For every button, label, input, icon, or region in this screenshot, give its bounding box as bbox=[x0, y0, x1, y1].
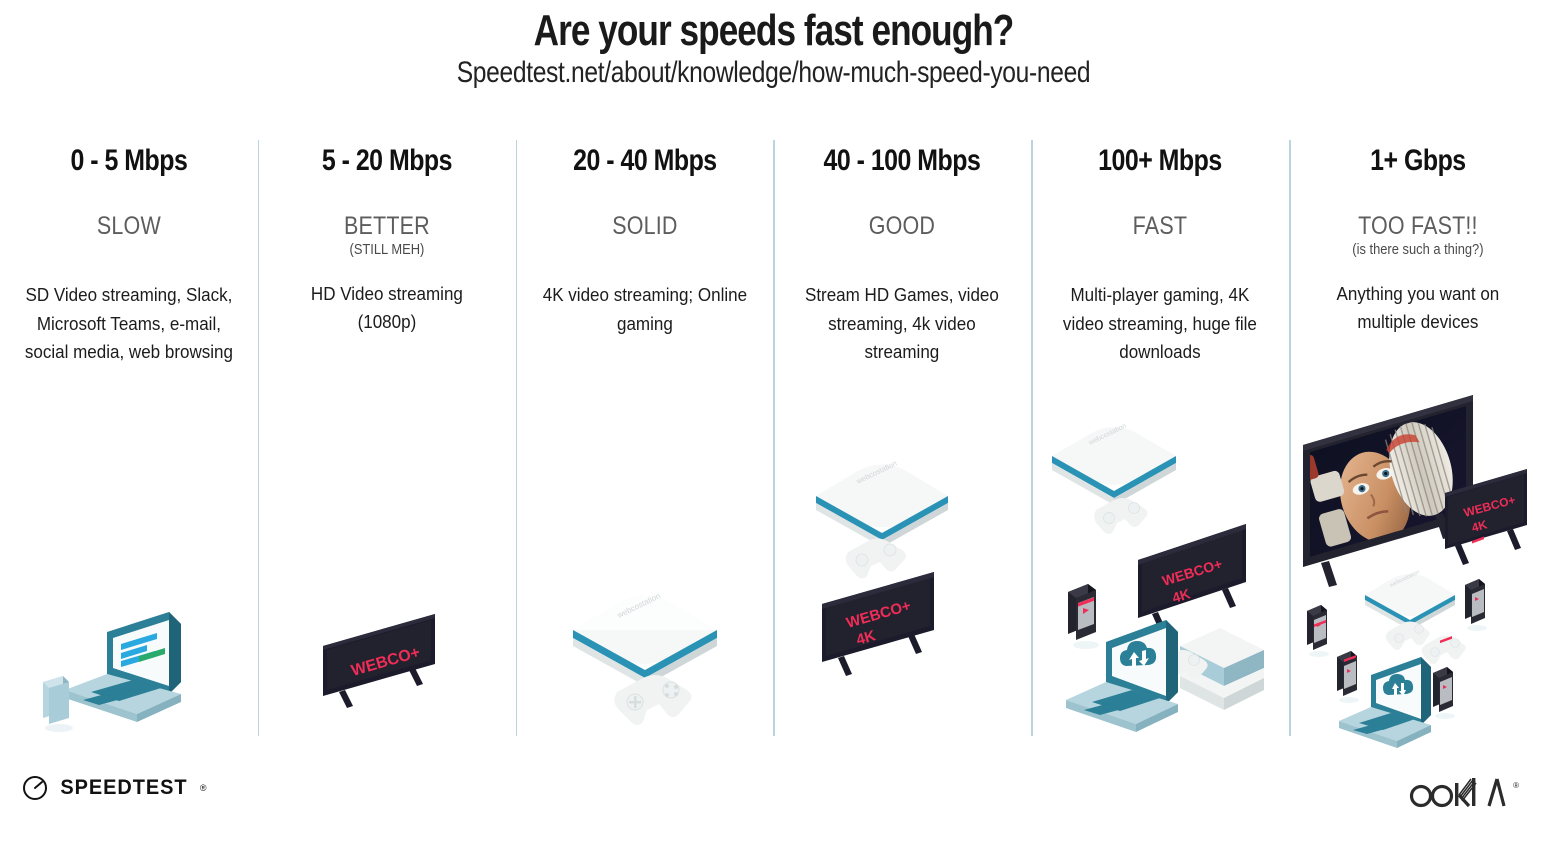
tv-movie-icon bbox=[1303, 395, 1474, 587]
illustration-group-6: WEBCO+ 4K webcostation bbox=[1289, 384, 1547, 748]
speed-tier-columns: 0 - 5 Mbps SLOW SD Video streaming, Slac… bbox=[0, 132, 1547, 748]
tv-icon: WEBCO+ 4K bbox=[1138, 524, 1247, 632]
phone-icon bbox=[1433, 636, 1456, 719]
page-title: Are your speeds fast enough? bbox=[533, 6, 1015, 55]
laptop-cloud-icon bbox=[1066, 620, 1179, 732]
phone-icon bbox=[1465, 536, 1488, 631]
rating-label: GOOD bbox=[869, 212, 936, 240]
gamepad-icon bbox=[1385, 621, 1430, 650]
tv-screen-label-line2: 4K bbox=[855, 627, 878, 649]
ookla-logo: ® bbox=[1407, 775, 1519, 809]
tier-description: HD Video streaming (1080p) bbox=[310, 282, 463, 333]
speed-range-label: 20 - 40 Mbps bbox=[572, 144, 717, 177]
speed-tier-column-4: 40 - 100 Mbps GOOD Stream HD Games, vide… bbox=[773, 132, 1031, 744]
page-subtitle-url: Speedtest.net/about/knowledge/how-much-s… bbox=[456, 56, 1091, 90]
phone-icon bbox=[42, 676, 73, 732]
footer: SPEEDTEST ® ® bbox=[0, 753, 1547, 843]
laptop-phone-illustration bbox=[42, 612, 181, 732]
tier-description: 4K video streaming; Online gaming bbox=[542, 284, 747, 334]
speed-range-label: 1+ Gbps bbox=[1370, 144, 1466, 177]
tier-description: Anything you want on multiple devices bbox=[1336, 282, 1500, 333]
multi-device-illustration: webcostation WEBCO bbox=[1052, 423, 1265, 732]
gamepad-icon bbox=[1094, 498, 1148, 534]
speed-range-label: 100+ Mbps bbox=[1098, 144, 1222, 177]
illustration-group-1 bbox=[0, 384, 258, 744]
tv-icon: WEBCO+ 4K bbox=[822, 572, 935, 676]
tv-screen-label-line2: 4K bbox=[1470, 517, 1489, 535]
tv-screen-label-line2: 4K bbox=[1170, 585, 1192, 606]
console-icon: webcostation bbox=[1052, 423, 1177, 505]
speed-range-label: 5 - 20 Mbps bbox=[321, 144, 453, 177]
illustration-group-4: webcostation WEBCO+ 4K bbox=[773, 384, 1031, 744]
speedtest-logo: SPEEDTEST ® bbox=[22, 775, 207, 801]
tier-description: Multi-player gaming, 4K video streaming,… bbox=[1063, 284, 1258, 363]
console-icon: webcostation bbox=[816, 459, 949, 547]
speed-tier-column-2: 5 - 20 Mbps BETTER (STILL MEH) HD Video … bbox=[257, 132, 516, 744]
speed-tier-column-1: 0 - 5 Mbps SLOW SD Video streaming, Slac… bbox=[0, 132, 258, 744]
console-gamepad-illustration: webcostation bbox=[572, 591, 717, 725]
rating-label: SOLID bbox=[611, 212, 678, 240]
tv-webco-illustration: WEBCO+ bbox=[322, 614, 435, 708]
rating-sublabel: (is there such a thing?) bbox=[1352, 241, 1484, 258]
phone-icon bbox=[1337, 651, 1360, 703]
gamepad-icon bbox=[613, 675, 692, 725]
console-icon: webcostation bbox=[572, 591, 717, 686]
header: Are your speeds fast enough? Speedtest.n… bbox=[0, 0, 1547, 90]
tv-webco-4k-icon: WEBCO+ 4K bbox=[1445, 469, 1528, 565]
illustration-group-3: webcostation bbox=[516, 384, 774, 744]
phone-icon bbox=[1307, 605, 1330, 657]
tv-icon: WEBCO+ bbox=[322, 614, 435, 708]
phone-icon bbox=[1068, 584, 1100, 649]
laptop-icon bbox=[64, 612, 181, 722]
illustration-group-2: WEBCO+ bbox=[258, 384, 516, 744]
laptop-cloud-icon bbox=[1339, 657, 1432, 748]
speed-tier-column-5: 100+ Mbps FAST Multi-player gaming, 4K v… bbox=[1031, 132, 1289, 744]
tv-movie-screen-content bbox=[1310, 406, 1467, 557]
rating-sublabel: (STILL MEH) bbox=[349, 241, 425, 258]
illustration-group-5: webcostation WEBCO bbox=[1031, 384, 1289, 744]
speed-range-label: 40 - 100 Mbps bbox=[823, 144, 981, 177]
gamepad-icon bbox=[1421, 635, 1466, 664]
cloud-sync-icon bbox=[1383, 674, 1414, 696]
speedometer-icon bbox=[23, 776, 47, 800]
cloud-sync-icon bbox=[1120, 641, 1157, 668]
speedtest-wordmark: SPEEDTEST bbox=[60, 776, 188, 799]
rating-label: SLOW bbox=[96, 212, 161, 240]
rating-label: FAST bbox=[1132, 212, 1188, 240]
speed-tier-column-3: 20 - 40 Mbps SOLID 4K video streaming; O… bbox=[515, 132, 774, 744]
everything-illustration: WEBCO+ 4K webcostation bbox=[1303, 395, 1528, 748]
speed-tier-column-6: 1+ Gbps TOO FAST!! (is there such a thin… bbox=[1289, 132, 1547, 748]
rating-label: BETTER bbox=[343, 212, 430, 240]
ookla-wordmark bbox=[1409, 778, 1506, 808]
gamepad-icon bbox=[846, 538, 907, 579]
console-icon: webcostation bbox=[1365, 569, 1456, 630]
speed-range-label: 0 - 5 Mbps bbox=[70, 144, 188, 177]
console-gamepad-tv-illustration: webcostation WEBCO+ 4K bbox=[816, 459, 949, 676]
speedtest-trademark: ® bbox=[199, 783, 207, 793]
rating-label: TOO FAST!! bbox=[1358, 212, 1478, 240]
tier-description: SD Video streaming, Slack, Microsoft Tea… bbox=[24, 284, 233, 363]
ookla-trademark: ® bbox=[1513, 781, 1519, 790]
tier-description: Stream HD Games, video streaming, 4k vid… bbox=[805, 284, 1000, 363]
